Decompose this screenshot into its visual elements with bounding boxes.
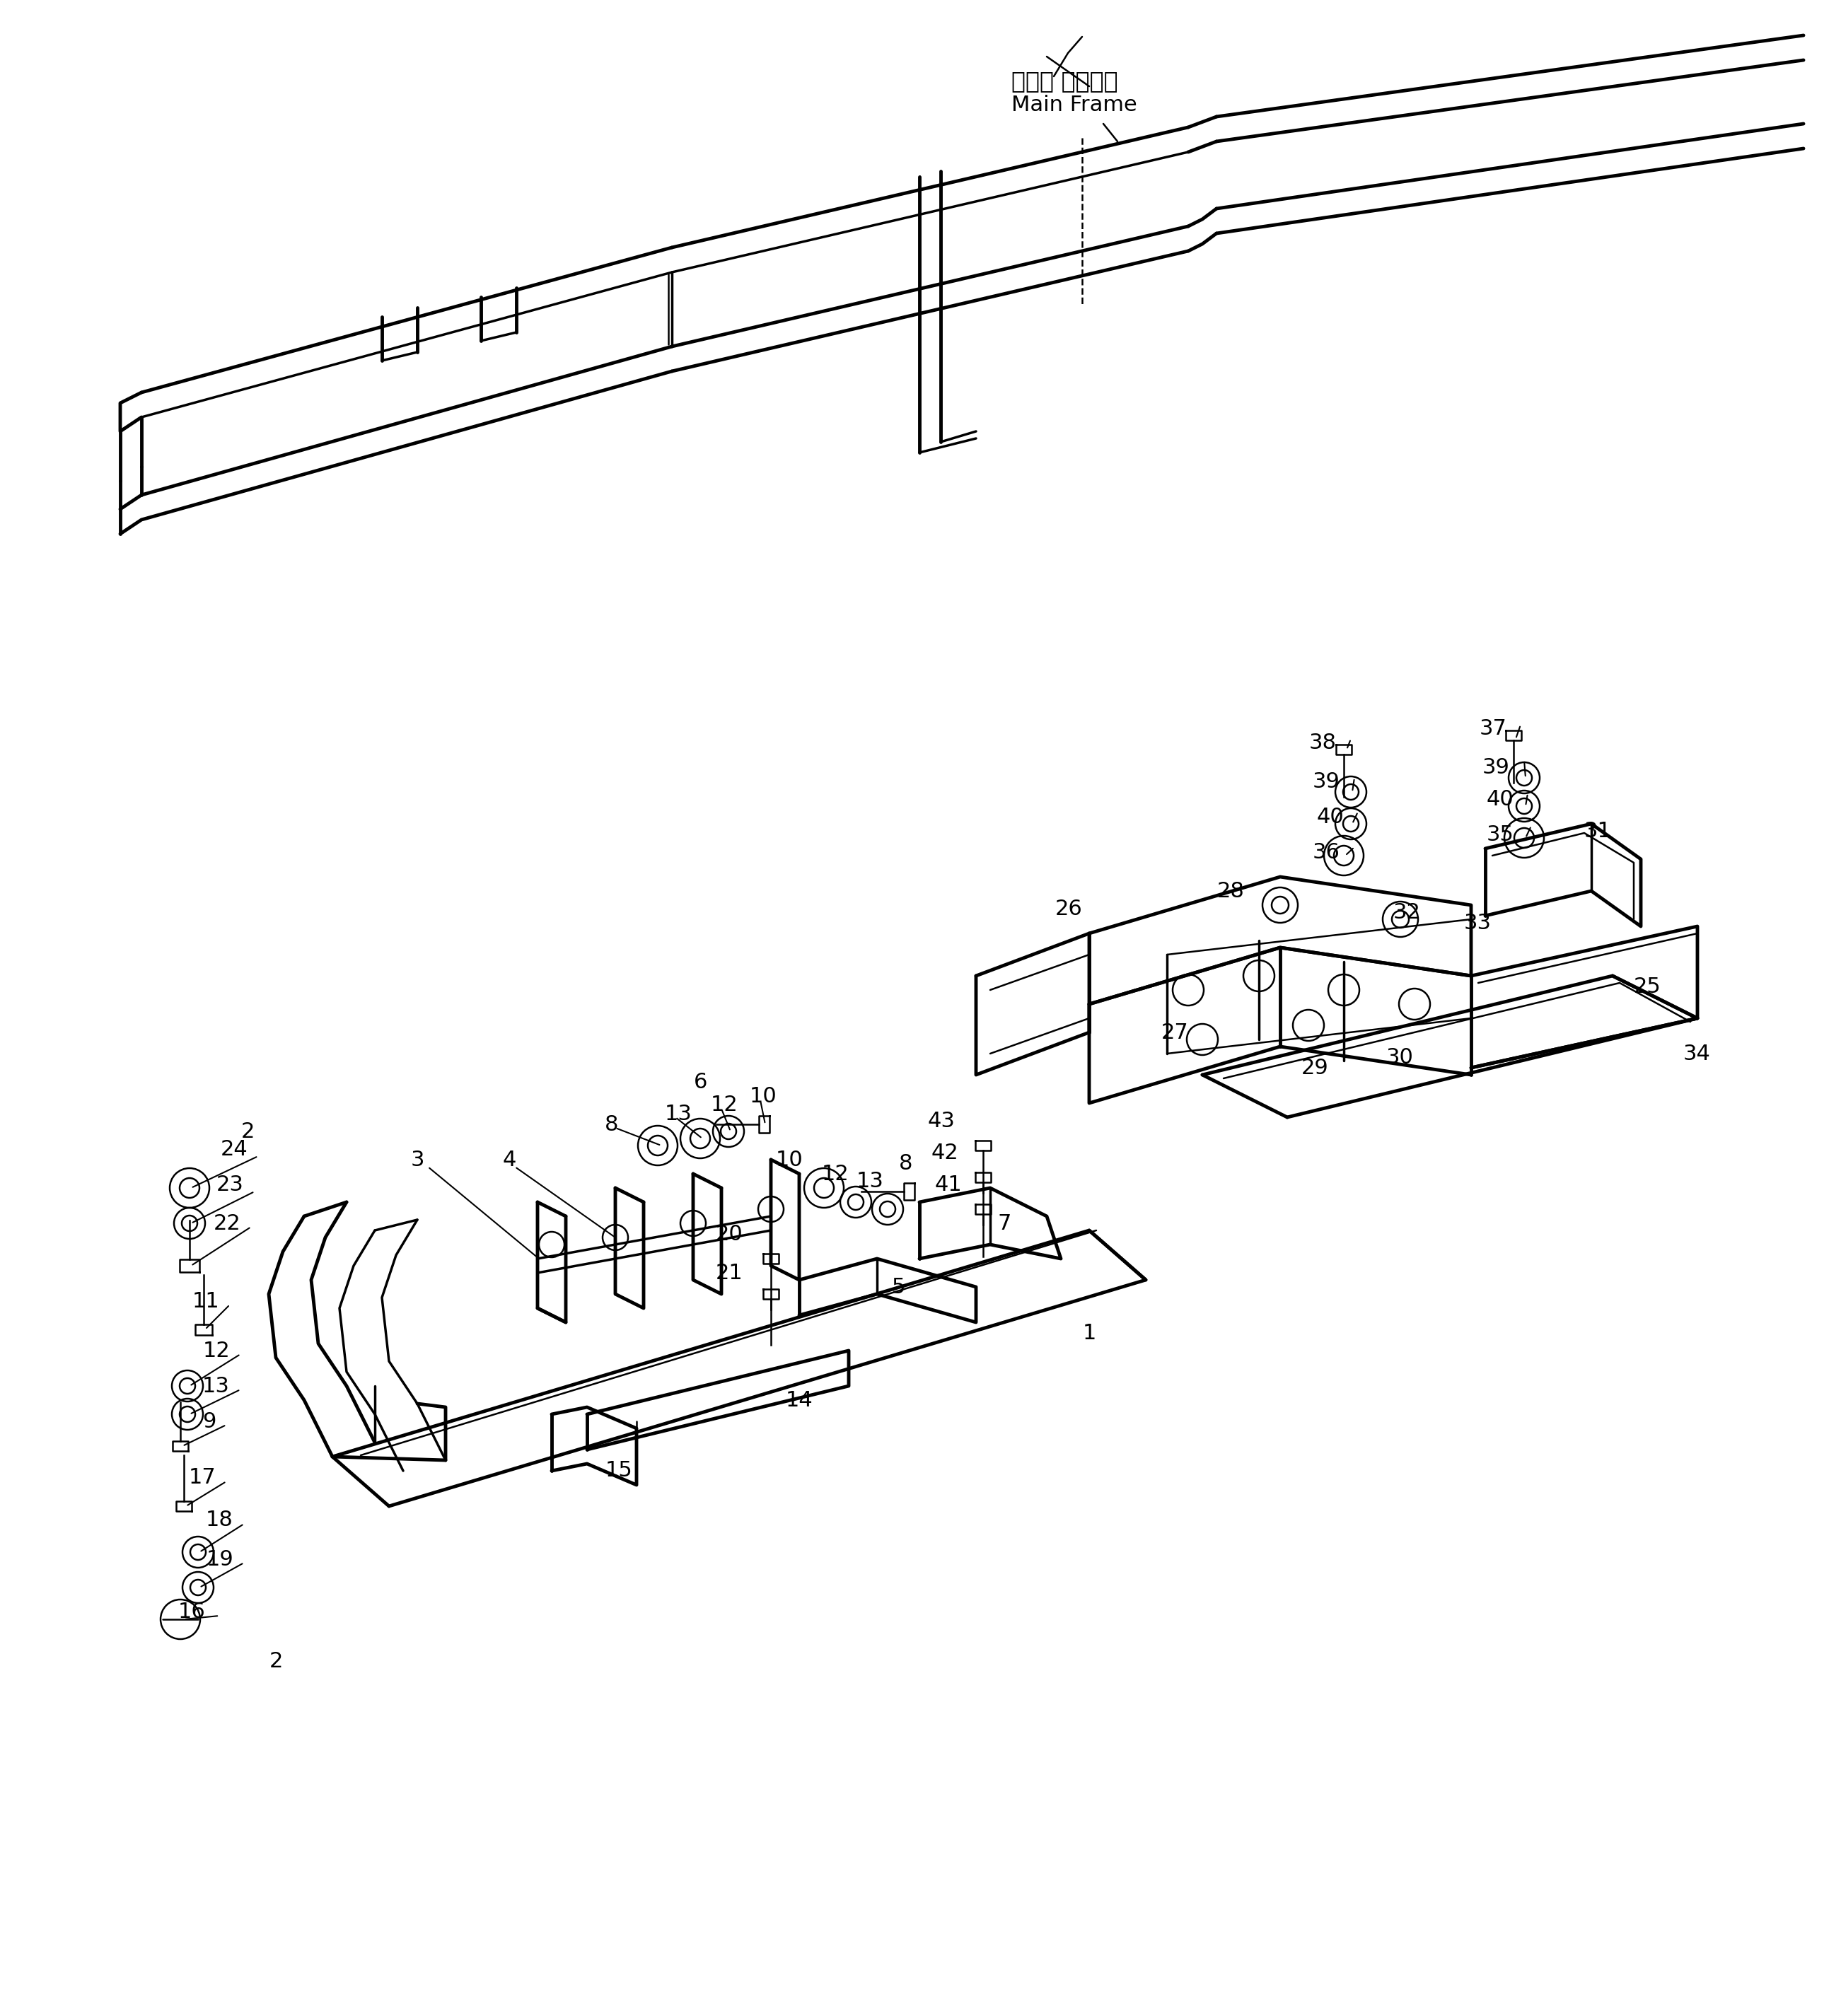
Text: 13: 13 bbox=[665, 1103, 692, 1125]
Text: 12: 12 bbox=[711, 1095, 738, 1115]
Text: 21: 21 bbox=[714, 1262, 742, 1282]
Text: 39: 39 bbox=[1482, 756, 1510, 778]
Text: 7: 7 bbox=[998, 1214, 1011, 1234]
Text: 31: 31 bbox=[1585, 821, 1611, 841]
Text: Main Frame: Main Frame bbox=[1011, 95, 1138, 115]
Text: 13: 13 bbox=[203, 1375, 230, 1397]
Text: 39: 39 bbox=[1313, 770, 1340, 792]
Text: 36: 36 bbox=[1313, 843, 1340, 863]
Text: 25: 25 bbox=[1633, 976, 1661, 996]
Text: 10: 10 bbox=[775, 1149, 803, 1169]
Text: 35: 35 bbox=[1486, 825, 1513, 845]
Text: 26: 26 bbox=[1055, 899, 1083, 919]
Text: 29: 29 bbox=[1302, 1058, 1329, 1079]
Text: 28: 28 bbox=[1217, 881, 1245, 901]
Text: 20: 20 bbox=[714, 1224, 742, 1244]
Text: 40: 40 bbox=[1486, 788, 1513, 808]
Text: 11: 11 bbox=[191, 1290, 219, 1310]
Text: 16: 16 bbox=[179, 1603, 204, 1623]
Text: 41: 41 bbox=[935, 1173, 961, 1195]
Text: 6: 6 bbox=[694, 1073, 707, 1093]
Text: 38: 38 bbox=[1309, 732, 1337, 752]
Text: 12: 12 bbox=[821, 1163, 849, 1183]
Text: 34: 34 bbox=[1683, 1044, 1710, 1064]
Text: 2: 2 bbox=[241, 1121, 254, 1141]
Text: 18: 18 bbox=[206, 1510, 234, 1530]
Text: 10: 10 bbox=[749, 1087, 777, 1107]
Text: 43: 43 bbox=[928, 1111, 955, 1131]
Text: 2: 2 bbox=[269, 1651, 284, 1671]
Text: 8: 8 bbox=[604, 1115, 619, 1135]
Text: 12: 12 bbox=[203, 1341, 230, 1361]
Text: 19: 19 bbox=[206, 1548, 234, 1568]
Text: 13: 13 bbox=[856, 1171, 884, 1191]
Text: 40: 40 bbox=[1316, 806, 1344, 827]
Text: メイン フレーム: メイン フレーム bbox=[1011, 71, 1117, 93]
Text: 14: 14 bbox=[786, 1389, 814, 1411]
Text: 5: 5 bbox=[891, 1276, 906, 1296]
Text: 4: 4 bbox=[503, 1149, 515, 1169]
Text: 9: 9 bbox=[203, 1411, 215, 1431]
Text: 33: 33 bbox=[1464, 913, 1491, 933]
Text: 30: 30 bbox=[1386, 1046, 1414, 1066]
Text: 42: 42 bbox=[932, 1143, 959, 1163]
Text: 3: 3 bbox=[411, 1149, 423, 1169]
Text: 32: 32 bbox=[1394, 901, 1421, 923]
Text: 8: 8 bbox=[898, 1153, 913, 1173]
Text: 27: 27 bbox=[1162, 1022, 1187, 1042]
Text: 22: 22 bbox=[214, 1214, 241, 1234]
Text: 17: 17 bbox=[188, 1468, 215, 1488]
Text: 1: 1 bbox=[1083, 1322, 1095, 1343]
Text: 15: 15 bbox=[606, 1460, 633, 1482]
Text: 23: 23 bbox=[217, 1173, 245, 1195]
Text: 24: 24 bbox=[221, 1139, 247, 1159]
Text: 37: 37 bbox=[1478, 718, 1506, 738]
